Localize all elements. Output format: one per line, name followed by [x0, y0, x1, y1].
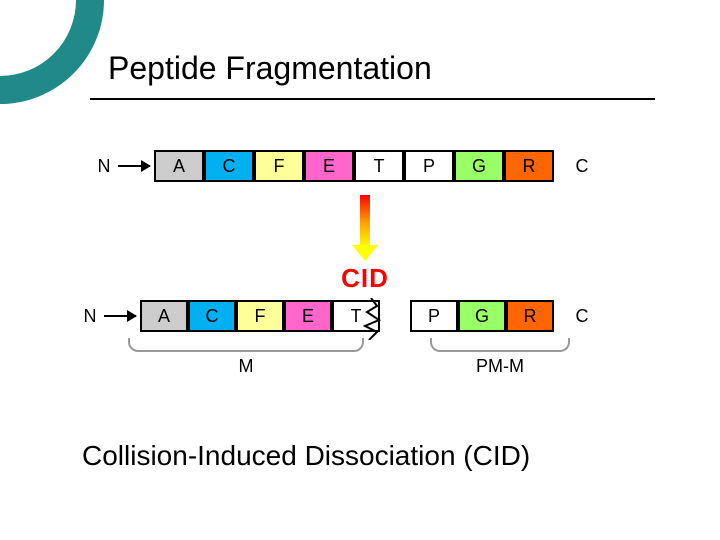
fragment-right-sequence: PGR	[410, 300, 554, 332]
residue-cell: T	[354, 150, 404, 182]
residue-cell: C	[188, 300, 236, 332]
residue-cell: R	[506, 300, 554, 332]
page-title: Peptide Fragmentation	[108, 50, 432, 87]
residue-cell: P	[410, 300, 458, 332]
title-underline	[90, 98, 655, 100]
bracket-right-label: PM-M	[430, 356, 570, 377]
n-terminal-label: N	[80, 306, 100, 327]
down-arrow-icon	[360, 195, 370, 247]
residue-cell: E	[284, 300, 332, 332]
residue-cell: P	[404, 150, 454, 182]
fragment-left-sequence: ACFET	[140, 300, 380, 332]
residue-cell: F	[236, 300, 284, 332]
cid-label: CID	[335, 263, 395, 294]
residue-cell: C	[204, 150, 254, 182]
arrow-right-icon	[104, 315, 136, 317]
bottom-caption: Collision-Induced Dissociation (CID)	[82, 440, 530, 472]
arrow-right-icon	[118, 165, 150, 167]
residue-cell: G	[454, 150, 504, 182]
corner-ring-decor	[0, 0, 104, 104]
n-terminal-label: N	[94, 156, 114, 177]
peptide-row-intact: N ACFETPGR C	[94, 150, 592, 182]
intact-sequence: ACFETPGR	[154, 150, 554, 182]
c-terminal-label: C	[572, 306, 592, 327]
residue-cell: G	[458, 300, 506, 332]
bracket-left-label: M	[128, 356, 364, 377]
residue-cell: A	[140, 300, 188, 332]
residue-cell: E	[304, 150, 354, 182]
residue-cell: A	[154, 150, 204, 182]
bracket-left	[128, 338, 364, 352]
cleavage-zigzag-icon	[363, 298, 383, 340]
residue-cell: R	[504, 150, 554, 182]
c-terminal-label: C	[572, 156, 592, 177]
peptide-row-fragmented: N ACFET PGR C	[80, 300, 592, 332]
bracket-right	[430, 338, 570, 352]
residue-cell: F	[254, 150, 304, 182]
cid-arrow-block: CID	[335, 195, 395, 294]
